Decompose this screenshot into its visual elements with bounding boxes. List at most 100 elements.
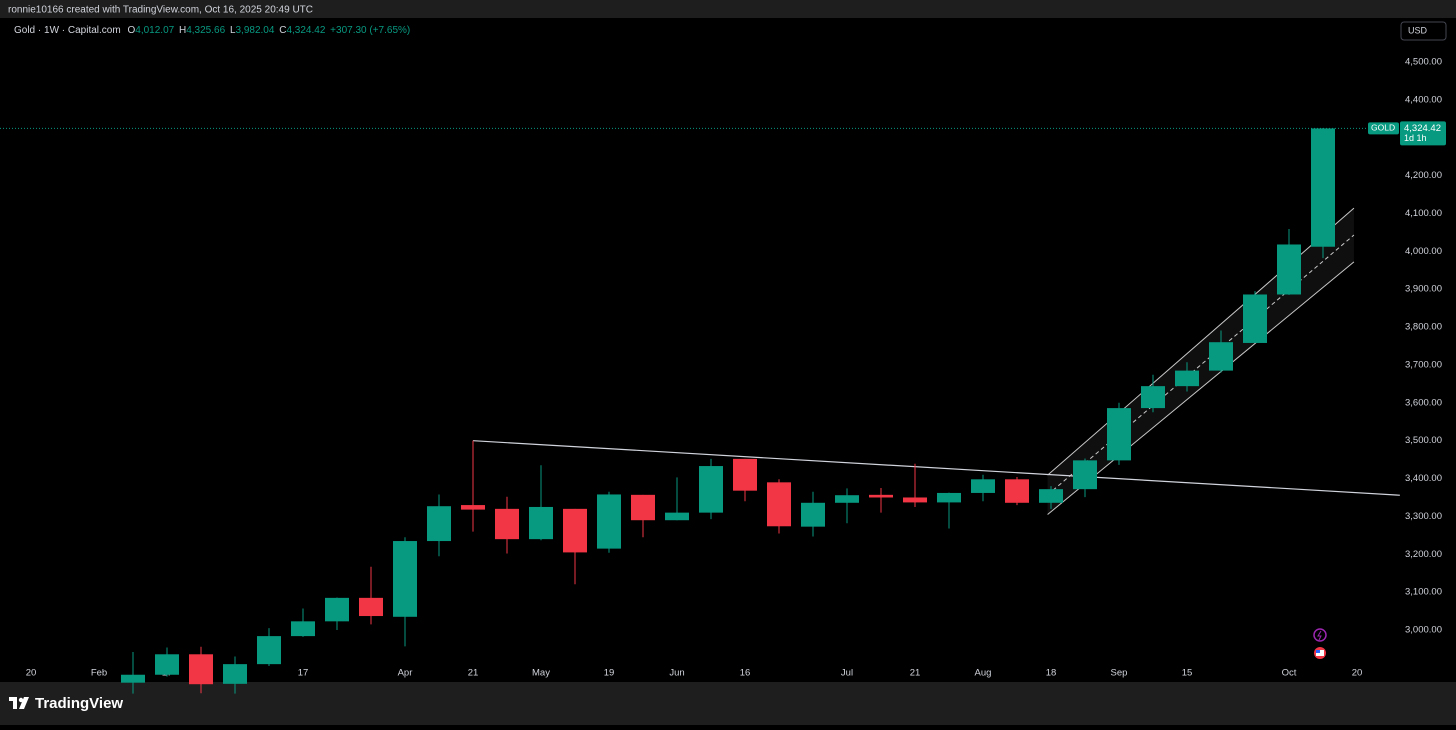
candle-body [1107, 408, 1131, 461]
ohlc-label: L [230, 25, 236, 36]
event-icons [1313, 628, 1327, 659]
x-tick-label: 15 [1182, 668, 1193, 679]
y-tick-label: 4,400.00 [1405, 94, 1442, 105]
candle-body [631, 494, 655, 521]
channel-upper [1047, 207, 1355, 476]
y-tick-label: 3,400.00 [1405, 473, 1442, 484]
candle-body [869, 494, 893, 498]
plot: 3,000.00 3,100.00 3,200.00 3,300.00 3,400.00… [26, 56, 1442, 694]
top-bar [0, 0, 1456, 18]
x-tick-label: 17 [298, 668, 309, 679]
currency-button[interactable] [1400, 21, 1447, 41]
candle-body [937, 492, 961, 503]
x-tick-label: 21 [910, 668, 921, 679]
candle-body [1141, 386, 1165, 409]
candle-body [733, 458, 757, 491]
trend-line [472, 440, 1400, 496]
price-tag: 4,324.42 [1404, 123, 1441, 134]
symbol-tag: GOLD [1371, 123, 1395, 133]
candle-body [1175, 370, 1199, 387]
candle-body [1243, 294, 1267, 343]
candle-body [665, 512, 689, 521]
candle-body [597, 494, 621, 549]
change: +307.30 (+7.65%) [330, 25, 410, 36]
ohlc-label: H [179, 25, 186, 36]
x-tick-label: Sep [1111, 668, 1128, 679]
x-tick-label: 20 [1352, 668, 1363, 679]
candle-body [325, 597, 349, 622]
y-tick-label: 3,000.00 [1405, 625, 1442, 636]
brand-logo [9, 697, 29, 709]
x-tick-label: Jul [841, 668, 853, 679]
y-tick-label: 4,100.00 [1405, 208, 1442, 219]
candle-body [461, 505, 485, 510]
candle-body [359, 597, 383, 617]
y-tick-label: 4,500.00 [1405, 56, 1442, 67]
y-tick-label: 4,200.00 [1405, 170, 1442, 181]
x-tick-label: 21 [468, 668, 479, 679]
y-tick-label: 3,300.00 [1405, 511, 1442, 522]
brand: TradingView [35, 695, 123, 712]
x-tick-label: Jun [669, 668, 684, 679]
candle-body [529, 506, 553, 540]
x-tick-label: 18 [1046, 668, 1057, 679]
y-tick-label: 4,000.00 [1405, 246, 1442, 257]
channel-median [1047, 234, 1355, 496]
ohlc-value: 4,324.42 [286, 25, 325, 36]
candle-body [495, 508, 519, 540]
candle-body [223, 664, 247, 684]
candle-body [801, 502, 825, 527]
y-tick-label: 3,200.00 [1405, 549, 1442, 560]
channel-lower [1047, 261, 1355, 515]
y-tick-label: 3,900.00 [1405, 284, 1442, 295]
candle-body [1005, 479, 1029, 503]
candle-body [121, 674, 145, 683]
x-tick-label: Oct [1282, 668, 1297, 679]
y-tick-label: 3,500.00 [1405, 435, 1442, 446]
candle-body [1311, 128, 1335, 247]
candle-body [1039, 489, 1063, 503]
candle-body [767, 482, 791, 527]
candle-body [563, 508, 587, 553]
x-tick-label: Feb [91, 668, 107, 679]
candle-body [699, 466, 723, 513]
ohlc-value: 4,325.66 [186, 25, 225, 36]
candle-body [427, 506, 451, 542]
x-tick-label: 19 [604, 668, 615, 679]
ohlc-value: 3,982.04 [236, 25, 275, 36]
x-tick-label: May [532, 668, 550, 679]
price-tag-bg [1400, 121, 1446, 146]
y-tick-label: 3,700.00 [1405, 359, 1442, 370]
y-tick-label: 3,600.00 [1405, 397, 1442, 408]
ohlc-label: C [279, 25, 286, 36]
candle-body [903, 497, 927, 503]
symbol-tag-bg [1368, 122, 1399, 135]
currency: USD [1408, 25, 1428, 35]
candle-body [291, 621, 315, 637]
bottom-bar [0, 682, 1456, 725]
candle-body [257, 636, 281, 665]
y-tick-label: 3,800.00 [1405, 322, 1442, 333]
legend: Gold · 1W · Capital.com O4,012.07 H4,325… [14, 25, 410, 36]
candle-body [155, 654, 179, 675]
symbol-title: Gold · 1W · Capital.com [14, 25, 121, 36]
candle-body [1209, 342, 1233, 371]
caption: ronnie10166 created with TradingView.com… [8, 5, 313, 16]
candle-body [393, 541, 417, 617]
y-tick-label: 3,100.00 [1405, 587, 1442, 598]
x-tick-label: 20 [26, 668, 37, 679]
candle-body [971, 479, 995, 493]
x-tick-label: 16 [740, 668, 751, 679]
countdown: 1d 1h [1404, 133, 1427, 143]
x-tick-label: Apr [398, 668, 413, 679]
candle-body [835, 495, 859, 503]
ohlc-value: 4,012.07 [135, 25, 174, 36]
ohlc-label: O [127, 25, 135, 36]
x-tick-label: Aug [975, 668, 992, 679]
candle-body [1277, 244, 1301, 295]
candle-body [189, 654, 213, 685]
candle-body [1073, 460, 1097, 490]
